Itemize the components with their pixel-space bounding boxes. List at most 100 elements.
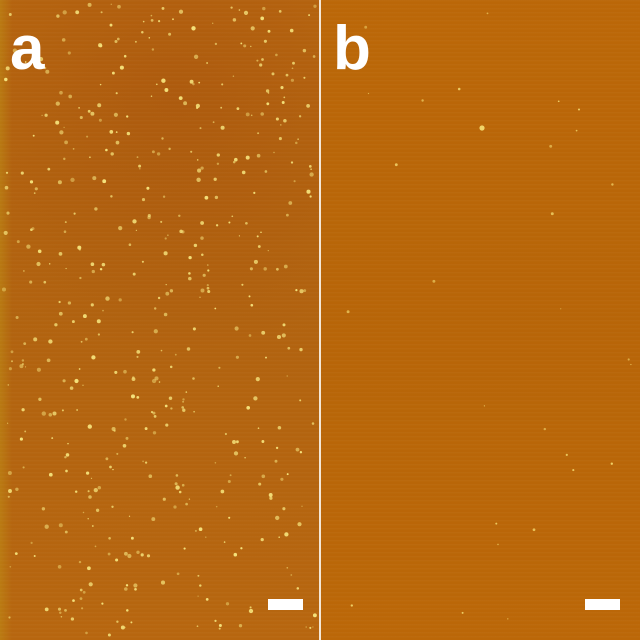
surface-particle [57,180,62,185]
surface-particle [75,10,80,15]
surface-particle [168,147,171,151]
surface-particle [225,602,230,606]
surface-particle [250,114,253,117]
surface-particle [229,474,232,477]
surface-particle [21,408,25,412]
surface-particle [218,624,222,627]
surface-particle [128,243,132,246]
surface-particle [37,249,42,254]
surface-particle [64,221,67,224]
surface-particle [33,192,36,194]
panel-a-label: a [10,14,45,83]
surface-particle [147,215,151,220]
surface-particle [308,165,312,168]
surface-particle [257,132,260,135]
surface-particle [178,214,181,218]
surface-particle [290,78,295,82]
surface-particle [169,289,174,293]
surface-particle [575,129,578,132]
surface-particle [29,280,33,284]
surface-particle [282,507,286,511]
surface-particle [198,81,201,84]
surface-particle [228,516,231,519]
surface-particle [84,337,88,341]
surface-particle [165,291,170,296]
surface-particle [309,626,312,629]
surface-particle [48,413,53,417]
surface-particle [221,83,224,86]
surface-particle [243,10,249,15]
surface-particle [144,427,148,431]
surface-particle [286,566,289,569]
surface-particle [63,230,67,233]
surface-particle [206,286,210,290]
surface-particle [262,6,266,11]
surface-particle [284,532,289,537]
surface-particle [205,536,207,538]
surface-particle [62,379,66,383]
surface-particle [59,90,63,95]
surface-particle [58,311,63,316]
surface-particle [168,396,173,401]
surface-particle [155,83,158,86]
surface-particle [105,296,110,301]
surface-particle [79,597,83,600]
surface-particle [96,319,101,324]
surface-particle [308,14,311,17]
surface-particle [297,522,302,527]
surface-particle [79,115,83,120]
surface-particle [79,246,81,249]
surface-particle [287,346,291,350]
surface-particle [258,482,262,486]
surface-particle [286,473,289,476]
surface-particle [278,10,282,13]
surface-particle [236,107,240,110]
surface-particle [161,78,166,83]
surface-particle [276,267,279,271]
surface-particle [164,237,167,240]
surface-particle [126,115,129,118]
surface-particle [192,82,195,86]
surface-particle [9,565,12,568]
surface-particle [197,574,200,577]
surface-particle [151,150,155,154]
surface-particle [205,598,209,601]
surface-particle [191,26,196,31]
surface-particle [248,295,251,298]
surface-particle [14,552,18,555]
surface-particle [312,613,317,618]
surface-particle [94,545,97,548]
surface-particle [138,164,142,168]
surface-particle [36,367,41,372]
surface-particle [28,36,33,41]
surface-particle [160,349,163,352]
surface-particle [261,58,264,61]
surface-particle [220,489,225,494]
surface-particle [123,369,127,374]
surface-particle [292,61,295,65]
surface-particle [241,170,246,175]
surface-particle [21,363,24,366]
surface-particle [218,627,221,630]
surface-particle [64,530,68,534]
surface-particle [285,73,289,77]
surface-particle [44,524,49,529]
surface-particle [115,558,119,562]
surface-particle [58,252,63,256]
surface-particle [196,177,201,182]
surface-particle [461,611,464,614]
surface-particle [364,25,368,29]
surface-particle [141,31,144,34]
surface-particle [52,411,57,416]
surface-particle [99,267,103,271]
surface-particle [367,92,370,95]
surface-particle [299,451,303,454]
surface-particle [73,212,76,215]
surface-particle [313,4,317,8]
surface-particle [122,443,127,448]
surface-particle [290,574,293,576]
surface-particle [150,19,154,22]
surface-particle [113,429,116,432]
surface-particle [299,347,303,352]
surface-particle [20,171,24,175]
